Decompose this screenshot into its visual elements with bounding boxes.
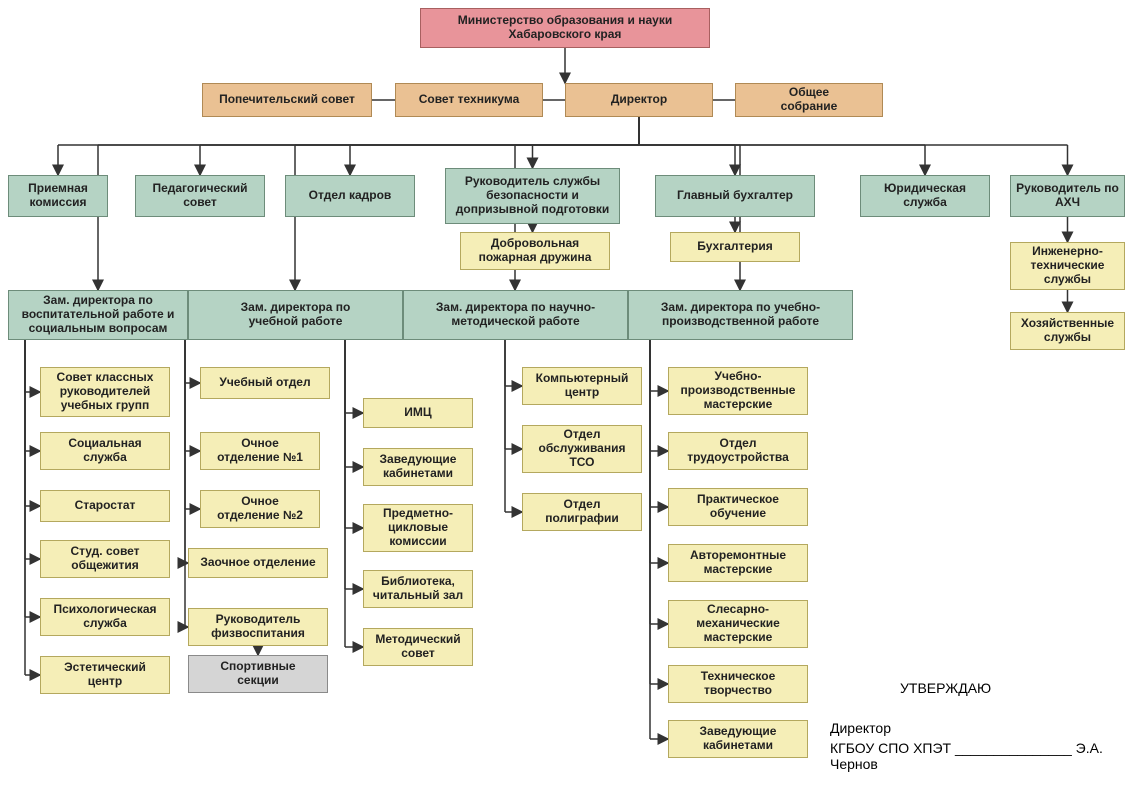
node-dep_vosp: Зам. директора по воспитательной работе … bbox=[8, 290, 188, 340]
node-label: Юридическая служба bbox=[884, 182, 966, 210]
node-assembly: Общее собрание bbox=[735, 83, 883, 117]
node-label: Заведующие кабинетами bbox=[700, 725, 777, 753]
node-label: Инженерно- технические службы bbox=[1031, 245, 1105, 286]
signature-text: Директор bbox=[830, 720, 891, 736]
node-label: Совет техникума bbox=[419, 93, 520, 107]
node-label: Зам. директора по научно- методической р… bbox=[436, 301, 595, 329]
node-label: Библиотека, читальный зал bbox=[373, 575, 463, 603]
node-s1: ИМЦ bbox=[363, 398, 473, 428]
node-fire: Добровольная пожарная дружина bbox=[460, 232, 610, 270]
node-admiss: Приемная комиссия bbox=[8, 175, 108, 217]
node-p5: Слесарно- механические мастерские bbox=[668, 600, 808, 648]
node-pedsovet: Педагогический совет bbox=[135, 175, 265, 217]
node-v3: Старостат bbox=[40, 490, 170, 522]
node-ahch: Руководитель по АХЧ bbox=[1010, 175, 1125, 217]
node-label: Методический совет bbox=[375, 633, 460, 661]
node-s3: Предметно- цикловые комиссии bbox=[363, 504, 473, 552]
node-label: Руководитель по АХЧ bbox=[1016, 182, 1119, 210]
node-label: Старостат bbox=[75, 499, 136, 513]
node-v6: Эстетический центр bbox=[40, 656, 170, 694]
node-label: Учебно- производственные мастерские bbox=[681, 370, 796, 411]
node-label: Психологическая служба bbox=[53, 603, 156, 631]
node-label: Социальная служба bbox=[68, 437, 141, 465]
node-label: Предметно- цикловые комиссии bbox=[383, 507, 453, 548]
node-u1: Учебный отдел bbox=[200, 367, 330, 399]
node-label: Очное отделение №2 bbox=[217, 495, 303, 523]
node-label: Совет классных руководителей учебных гру… bbox=[57, 371, 154, 412]
node-security: Руководитель службы безопасности и допри… bbox=[445, 168, 620, 224]
node-label: Заведующие кабинетами bbox=[380, 453, 457, 481]
node-label: Отдел обслуживания ТСО bbox=[539, 428, 626, 469]
node-c1: Компьютерный центр bbox=[522, 367, 642, 405]
node-s2: Заведующие кабинетами bbox=[363, 448, 473, 486]
node-label: Добровольная пожарная дружина bbox=[479, 237, 592, 265]
node-trustees: Попечительский совет bbox=[202, 83, 372, 117]
node-p4: Авторемонтные мастерские bbox=[668, 544, 808, 582]
node-label: Техническое творчество bbox=[701, 670, 776, 698]
node-p6: Техническое творчество bbox=[668, 665, 808, 703]
node-label: Заочное отделение bbox=[200, 556, 315, 570]
node-p2: Отдел трудоустройства bbox=[668, 432, 808, 470]
node-label: Эстетический центр bbox=[64, 661, 146, 689]
node-v5: Психологическая служба bbox=[40, 598, 170, 636]
node-label: Общее собрание bbox=[781, 86, 838, 114]
node-dep_sci: Зам. директора по научно- методической р… bbox=[403, 290, 628, 340]
node-p3: Практическое обучение bbox=[668, 488, 808, 526]
node-p1: Учебно- производственные мастерские bbox=[668, 367, 808, 415]
node-u4: Заочное отделение bbox=[188, 548, 328, 578]
signature-text: УТВЕРЖДАЮ bbox=[900, 680, 991, 696]
node-label: Практическое обучение bbox=[697, 493, 779, 521]
node-label: Руководитель службы безопасности и допри… bbox=[456, 175, 610, 216]
node-label: Приемная комиссия bbox=[28, 182, 88, 210]
node-hr: Отдел кадров bbox=[285, 175, 415, 217]
node-label: Компьютерный центр bbox=[536, 372, 629, 400]
node-label: ИМЦ bbox=[404, 406, 431, 420]
node-eng: Инженерно- технические службы bbox=[1010, 242, 1125, 290]
node-c3: Отдел полиграфии bbox=[522, 493, 642, 531]
node-v1: Совет классных руководителей учебных гру… bbox=[40, 367, 170, 417]
node-house: Хозяйственные службы bbox=[1010, 312, 1125, 350]
node-dep_uch: Зам. директора по учебной работе bbox=[188, 290, 403, 340]
node-v4: Студ. совет общежития bbox=[40, 540, 170, 578]
node-director: Директор bbox=[565, 83, 713, 117]
node-s4: Библиотека, читальный зал bbox=[363, 570, 473, 608]
node-label: Министерство образования и науки Хабаров… bbox=[458, 14, 672, 42]
org-chart: Министерство образования и науки Хабаров… bbox=[0, 0, 1135, 803]
node-u6: Спортивные секции bbox=[188, 655, 328, 693]
node-label: Спортивные секции bbox=[220, 660, 295, 688]
node-dep_prod: Зам. директора по учебно- производственн… bbox=[628, 290, 853, 340]
node-bookkeep: Бухгалтерия bbox=[670, 232, 800, 262]
node-label: Студ. совет общежития bbox=[70, 545, 139, 573]
node-u2: Очное отделение №1 bbox=[200, 432, 320, 470]
node-label: Главный бухгалтер bbox=[677, 189, 793, 203]
node-label: Учебный отдел bbox=[219, 376, 310, 390]
node-ministry: Министерство образования и науки Хабаров… bbox=[420, 8, 710, 48]
node-label: Зам. директора по учебно- производственн… bbox=[661, 301, 820, 329]
node-label: Отдел полиграфии bbox=[545, 498, 619, 526]
node-label: Отдел кадров bbox=[309, 189, 392, 203]
node-s5: Методический совет bbox=[363, 628, 473, 666]
node-label: Педагогический совет bbox=[152, 182, 247, 210]
node-u3: Очное отделение №2 bbox=[200, 490, 320, 528]
node-label: Руководитель физвоспитания bbox=[211, 613, 305, 641]
node-label: Авторемонтные мастерские bbox=[690, 549, 786, 577]
node-u5: Руководитель физвоспитания bbox=[188, 608, 328, 646]
node-label: Отдел трудоустройства bbox=[687, 437, 789, 465]
node-label: Слесарно- механические мастерские bbox=[696, 603, 780, 644]
node-label: Попечительский совет bbox=[219, 93, 355, 107]
node-label: Очное отделение №1 bbox=[217, 437, 303, 465]
node-council: Совет техникума bbox=[395, 83, 543, 117]
node-label: Зам. директора по учебной работе bbox=[241, 301, 351, 329]
signature-text: КГБОУ СПО ХПЭТ _______________ Э.А. Черн… bbox=[830, 740, 1135, 772]
node-legal: Юридическая служба bbox=[860, 175, 990, 217]
node-label: Директор bbox=[611, 93, 667, 107]
node-v2: Социальная служба bbox=[40, 432, 170, 470]
node-p7: Заведующие кабинетами bbox=[668, 720, 808, 758]
node-label: Бухгалтерия bbox=[697, 240, 773, 254]
node-label: Хозяйственные службы bbox=[1021, 317, 1114, 345]
node-accountant: Главный бухгалтер bbox=[655, 175, 815, 217]
node-label: Зам. директора по воспитательной работе … bbox=[22, 294, 175, 335]
node-c2: Отдел обслуживания ТСО bbox=[522, 425, 642, 473]
